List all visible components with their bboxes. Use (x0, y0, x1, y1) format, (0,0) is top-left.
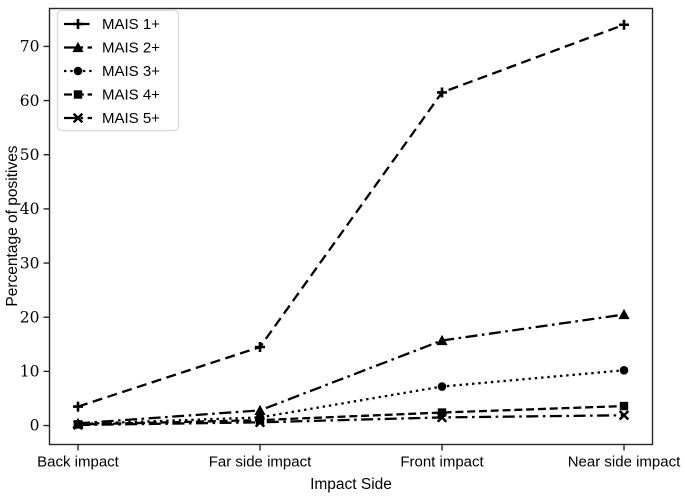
marker-mais-2+-point-2 (436, 334, 448, 346)
y-axis-title: Percentage of positives (4, 145, 21, 306)
x-tick-label: Near side impact (568, 454, 681, 471)
marker-mais-5+-point-2 (436, 412, 448, 423)
legend-item-mais-1+: MAIS 1+ (64, 16, 160, 33)
legend-label: MAIS 1+ (102, 16, 160, 33)
legend-marker-sample (73, 66, 83, 76)
marker-mais-1+-point-2 (437, 87, 447, 98)
marker-mais-1+-point-1 (255, 342, 265, 353)
marker-mais-5+-point-3 (618, 410, 630, 421)
legend-label: MAIS 2+ (102, 40, 160, 57)
legend-marker-sample (72, 41, 84, 53)
y-tick-label: 0 (30, 417, 40, 435)
marker-mais-3+-point-2 (437, 382, 447, 391)
legend-item-mais-3+: MAIS 3+ (64, 63, 160, 80)
legend: MAIS 1+ MAIS 2+ MAIS 3+ MAIS 4+ MAIS 5+ (56, 9, 180, 132)
y-tick-label: 10 (20, 363, 40, 381)
y-tick-label: 40 (20, 200, 40, 218)
legend-marker-sample (73, 90, 83, 99)
marker-mais-4+-point-2 (437, 408, 447, 417)
series-line-mais-2+ (77, 313, 625, 425)
marker-mais-4+-point-3 (619, 401, 629, 411)
x-tick-label: Back impact (37, 454, 120, 471)
marker-mais-2+-point-3 (618, 308, 630, 320)
series-line-mais-4+ (77, 404, 625, 426)
y-tick-label: 50 (20, 146, 40, 164)
marker-mais-2+-point-1 (254, 404, 266, 415)
x-tick-label: Far side impact (209, 454, 312, 471)
marker-mais-3+-point-3 (619, 365, 629, 375)
marker-mais-5+-point-0 (72, 419, 84, 431)
plot-area: 0 10 20 30 40 50 60 70 Back impact Far side impac… (20, 7, 681, 471)
marker-mais-4+-point-1 (255, 415, 265, 425)
legend-item-mais-4+: MAIS 4+ (64, 87, 160, 104)
y-tick-label: 20 (20, 308, 40, 326)
legend-item-mais-2+: MAIS 2+ (64, 40, 160, 57)
y-tick-label: 30 (20, 254, 40, 272)
legend-marker-sample (72, 112, 84, 124)
y-tick-label: 60 (20, 92, 40, 110)
series-line-mais-5+ (77, 414, 625, 427)
legend-label: MAIS 3+ (102, 63, 160, 80)
x-tick-label: Front impact (400, 454, 484, 471)
legend-box (56, 9, 180, 132)
y-tick-label: 70 (20, 38, 40, 56)
legend-label: MAIS 5+ (102, 110, 160, 127)
series-line-mais-1+ (77, 23, 625, 408)
legend-item-mais-5+: MAIS 5+ (64, 110, 160, 127)
marker-mais-1+-point-0 (73, 401, 83, 412)
plot-border (48, 7, 654, 446)
legend-marker-sample (73, 19, 83, 29)
x-axis-title: Impact Side (310, 476, 392, 493)
legend-label: MAIS 4+ (102, 87, 160, 104)
marker-mais-5+-point-1 (254, 417, 266, 428)
marker-mais-1+-point-3 (619, 19, 629, 30)
